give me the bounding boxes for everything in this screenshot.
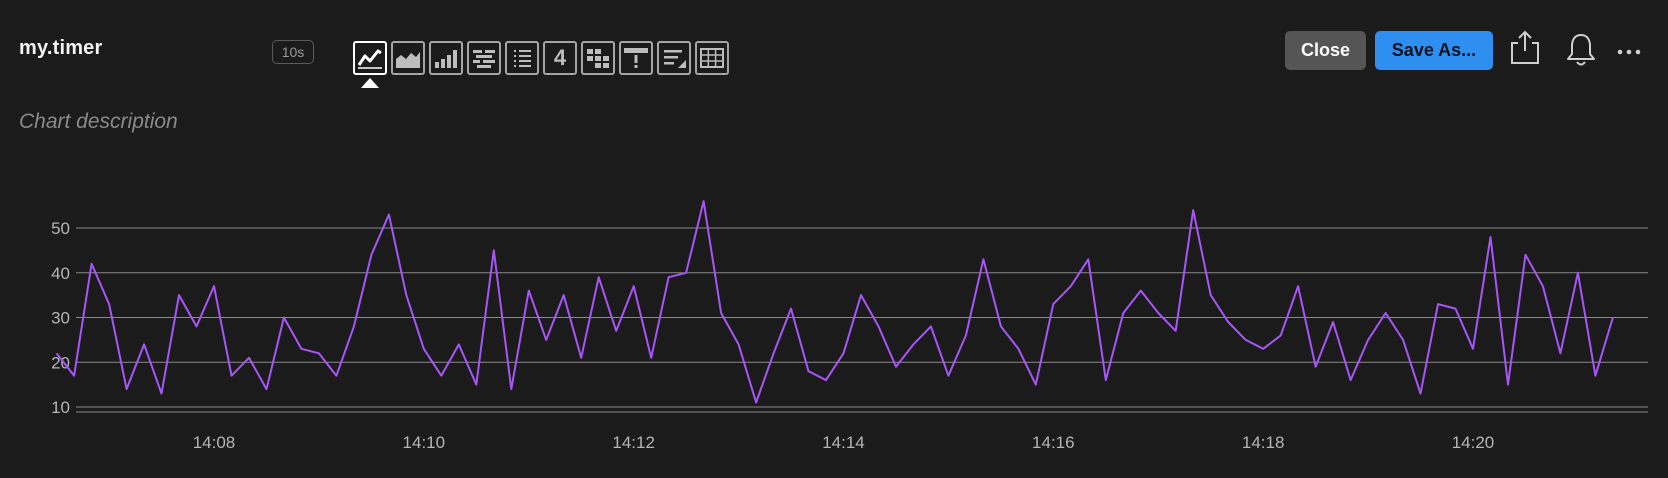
x-axis: 14:08 14:10 14:12 14:14 14:16 14:18 14:20: [193, 433, 1495, 452]
viz-text-button[interactable]: [657, 41, 691, 75]
viz-line-button[interactable]: [353, 41, 387, 75]
x-tick-label: 14:18: [1242, 433, 1285, 452]
more-icon: [1617, 49, 1641, 55]
share-icon: [1511, 30, 1539, 64]
grid-lines: [76, 227, 1648, 413]
viz-table-button[interactable]: [695, 41, 729, 75]
alert-bell-button[interactable]: [1566, 32, 1596, 73]
viz-list-button[interactable]: [505, 41, 539, 75]
resolution-badge: 10s: [272, 40, 314, 64]
more-options-button[interactable]: [1617, 43, 1641, 61]
event-feed-icon: [587, 49, 609, 68]
y-tick-label: 30: [51, 309, 70, 328]
visualization-toolbar: 4: [353, 41, 729, 75]
save-as-button[interactable]: Save As...: [1375, 31, 1493, 70]
series-line: [55, 200, 1614, 404]
share-button[interactable]: [1510, 29, 1540, 70]
x-tick-label: 14:14: [822, 433, 865, 452]
chart-title[interactable]: my.timer: [19, 37, 103, 59]
active-viz-indicator: [361, 78, 379, 88]
y-axis: 10 20 30 40 50: [51, 219, 70, 417]
alert-icon: [624, 48, 648, 68]
x-tick-label: 14:08: [193, 433, 236, 452]
y-tick-label: 10: [51, 398, 70, 417]
y-tick-label: 50: [51, 219, 70, 238]
y-tick-label: 20: [51, 353, 70, 372]
chart-description-input[interactable]: Chart description: [19, 110, 178, 133]
viz-area-button[interactable]: [391, 41, 425, 75]
bar-chart-icon: [435, 50, 457, 68]
list-icon: [514, 50, 531, 67]
viz-event-feed-button[interactable]: [581, 41, 615, 75]
text-note-icon: [664, 50, 686, 68]
viz-column-button[interactable]: [429, 41, 463, 75]
x-tick-label: 14:16: [1032, 433, 1075, 452]
bell-icon: [1567, 34, 1595, 66]
x-tick-label: 14:12: [612, 433, 655, 452]
close-button[interactable]: Close: [1285, 31, 1366, 70]
x-tick-label: 14:20: [1452, 433, 1495, 452]
x-tick-label: 14:10: [403, 433, 446, 452]
y-tick-label: 40: [51, 264, 70, 283]
single-value-icon: 4: [553, 45, 567, 70]
viz-single-value-button[interactable]: 4: [543, 41, 577, 75]
area-chart-icon: [396, 52, 420, 68]
viz-alert-button[interactable]: [619, 41, 653, 75]
heatmap-icon: [473, 50, 495, 68]
viz-heatmap-button[interactable]: [467, 41, 501, 75]
line-chart-icon: [357, 49, 382, 69]
table-icon: [700, 48, 724, 68]
